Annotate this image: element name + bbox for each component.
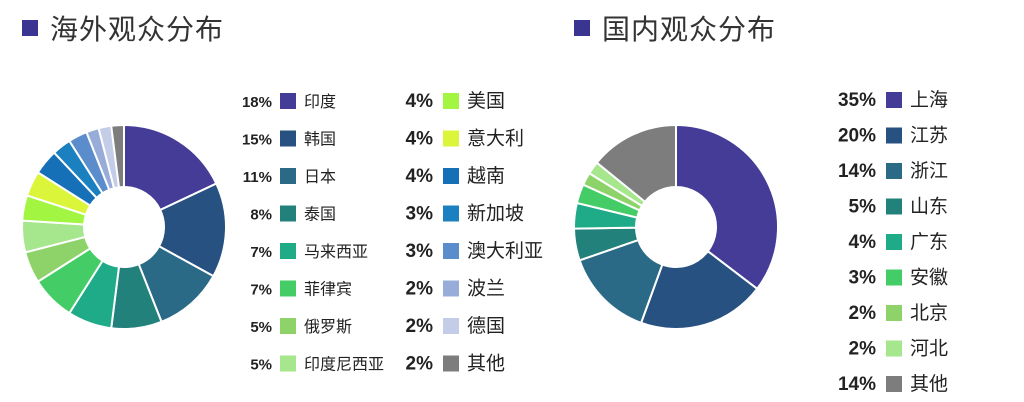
domestic-legend-label-8: 其他 — [910, 373, 948, 395]
overseas-legend-label-15: 其他 — [467, 353, 505, 375]
overseas-legend-label-14: 德国 — [467, 315, 505, 337]
overseas-legend-label-7: 印度尼西亚 — [304, 355, 384, 374]
domestic-legend-swatch-0 — [886, 92, 902, 108]
domestic-legend-label-2: 浙江 — [910, 160, 948, 182]
domestic-legend-swatch-3 — [886, 198, 902, 215]
domestic-title: 国内观众分布 — [574, 8, 776, 48]
overseas-legend-value-2: 11% — [243, 169, 272, 186]
domestic-title-marker — [574, 20, 590, 36]
overseas-legend-swatch-1 — [280, 130, 296, 147]
domestic-legend-value-7: 2% — [849, 339, 877, 360]
overseas-legend-label-9: 意大利 — [467, 128, 524, 150]
overseas-title: 海外观众分布 — [22, 8, 224, 48]
domestic-legend-swatch-5 — [886, 269, 902, 286]
domestic-legend-label-6: 北京 — [910, 302, 948, 324]
overseas-legend-swatch-9 — [443, 130, 459, 147]
overseas-legend-value-9: 4% — [406, 129, 434, 150]
overseas-legend-label-12: 澳大利亚 — [467, 240, 543, 262]
domestic-legend-value-2: 14% — [838, 161, 876, 182]
overseas-legend-swatch-10 — [443, 168, 459, 184]
domestic-legend-label-5: 安徽 — [910, 267, 948, 289]
domestic-legend-swatch-6 — [886, 305, 902, 321]
overseas-legend-value-7: 5% — [250, 357, 272, 374]
overseas-legend-label-4: 马来西亚 — [304, 242, 368, 261]
overseas-slice-15 — [110, 123, 125, 189]
overseas-legend-label-8: 美国 — [467, 90, 505, 112]
overseas-legend-swatch-3 — [280, 205, 296, 222]
domestic-legend-value-4: 4% — [849, 232, 877, 253]
domestic-slice-0 — [675, 123, 779, 291]
overseas-legend-label-0: 印度 — [304, 92, 336, 111]
overseas-legend-value-4: 7% — [250, 244, 272, 261]
overseas-legend-value-5: 7% — [250, 282, 272, 299]
overseas-legend-label-10: 越南 — [467, 165, 505, 187]
overseas-legend-value-6: 5% — [250, 319, 272, 336]
domestic-legend-swatch-1 — [886, 127, 902, 144]
domestic-legend-label-3: 山东 — [910, 196, 948, 218]
domestic-legend-value-6: 2% — [849, 303, 877, 324]
overseas-legend-value-11: 3% — [406, 204, 434, 225]
domestic-slice-8 — [595, 123, 677, 204]
domestic-legend-value-1: 20% — [838, 126, 876, 147]
domestic-legend-label-4: 广东 — [910, 231, 948, 253]
overseas-legend-label-3: 泰国 — [304, 205, 336, 224]
overseas-legend-label-11: 新加坡 — [467, 203, 524, 225]
domestic-legend-swatch-8 — [886, 376, 902, 392]
domestic-legend-value-5: 3% — [849, 268, 877, 289]
overseas-legend-swatch-5 — [280, 280, 296, 297]
overseas-legend-swatch-0 — [280, 93, 296, 109]
domestic-legend-label-0: 上海 — [910, 89, 948, 111]
overseas-legend-swatch-11 — [443, 205, 459, 222]
overseas-legend-label-6: 俄罗斯 — [304, 317, 352, 336]
overseas-legend-value-15: 2% — [406, 354, 434, 375]
overseas-legend-value-12: 3% — [406, 241, 434, 262]
overseas-legend-label-5: 菲律宾 — [304, 280, 352, 299]
overseas-legend-label-1: 韩国 — [304, 130, 336, 149]
overseas-legend-swatch-6 — [280, 318, 296, 334]
overseas-legend-value-8: 4% — [406, 91, 434, 112]
domestic-title-text: 国内观众分布 — [602, 13, 777, 46]
overseas-title-text: 海外观众分布 — [50, 13, 225, 46]
overseas-legend-value-1: 15% — [242, 132, 272, 149]
domestic-legend-label-7: 河北 — [910, 338, 948, 360]
overseas-legend-value-13: 2% — [406, 279, 434, 300]
overseas-legend-swatch-14 — [443, 318, 459, 334]
domestic-slice-1 — [639, 249, 759, 330]
overseas-legend-label-2: 日本 — [304, 167, 336, 186]
overseas-legend-swatch-8 — [443, 93, 459, 109]
overseas-legend-swatch-2 — [280, 168, 296, 184]
domestic-legend-value-3: 5% — [849, 197, 877, 218]
overseas-legend-value-14: 2% — [406, 316, 434, 337]
domestic-legend-value-0: 35% — [838, 90, 876, 111]
overseas-legend-value-10: 4% — [406, 166, 434, 187]
domestic-legend-value-8: 14% — [838, 374, 876, 395]
overseas-legend-swatch-7 — [280, 355, 296, 372]
overseas-legend-value-0: 18% — [242, 94, 272, 111]
domestic-legend-label-1: 江苏 — [910, 125, 948, 147]
overseas-legend-label-13: 波兰 — [467, 278, 505, 300]
overseas-legend-value-3: 8% — [250, 207, 272, 224]
domestic-legend-swatch-7 — [886, 340, 902, 357]
domestic-legend-swatch-2 — [886, 163, 902, 179]
overseas-legend-swatch-15 — [443, 355, 459, 372]
overseas-slice-0 — [123, 123, 218, 212]
overseas-legend-swatch-13 — [443, 280, 459, 297]
domestic-legend-swatch-4 — [886, 234, 902, 250]
overseas-legend-swatch-4 — [280, 243, 296, 259]
overseas-legend-swatch-12 — [443, 243, 459, 259]
overseas-title-marker — [22, 20, 38, 36]
